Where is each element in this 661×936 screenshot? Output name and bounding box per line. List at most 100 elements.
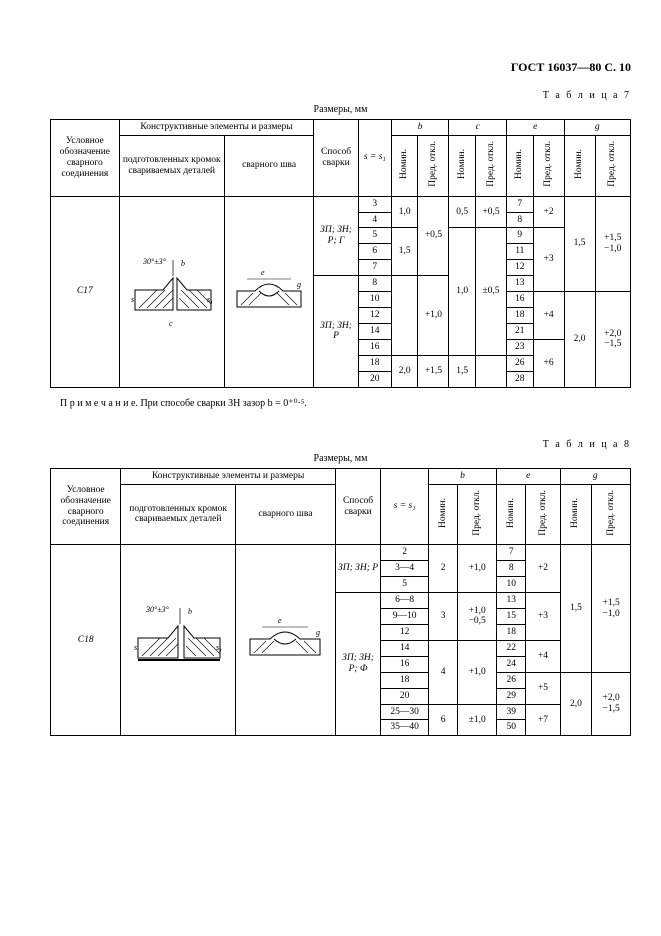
t8-s-2: 5 (381, 577, 429, 593)
t8-diagram-edges: 30°±3° b s s₁ (121, 545, 236, 736)
t8-code: С18 (51, 545, 121, 736)
t8-bp-1: +1,0 (458, 545, 497, 593)
t8-th-el: Конструктивные элементы и размеры (121, 468, 336, 484)
th-e: e (506, 120, 564, 136)
svg-text:b: b (181, 259, 185, 268)
t8-en-2: 10 (496, 577, 526, 593)
t8-en-11: 50 (496, 720, 526, 736)
table8: Условное обозначение сварного соединения… (50, 468, 631, 737)
t8-ep-8: +5 (526, 672, 560, 704)
t7-gn-8: 2,0 (564, 292, 595, 388)
t7-s-11: 20 (358, 371, 391, 387)
t7-en-5: 13 (506, 276, 533, 292)
th-b-pred: Пред. откл. (418, 135, 449, 196)
th-c-pred: Пред. откл. (476, 135, 507, 196)
th-e-nom: Номин. (506, 135, 533, 196)
t8-m1: ЗП; ЗН; Р (335, 545, 380, 593)
t7-en-6: 16 (506, 292, 533, 308)
t7-s-7: 12 (358, 308, 391, 324)
t7-bp-5: +1,0 (418, 276, 449, 356)
t8-en-10: 39 (496, 704, 526, 720)
t8-bp-6: +1,0 (458, 640, 497, 704)
th-edges: подготовленных кромок свариваемых детале… (119, 135, 224, 196)
t8-bn-10: 6 (428, 704, 458, 736)
t8-ep-1: +2 (526, 545, 560, 593)
t8-ep-10: +7 (526, 704, 560, 736)
svg-text:s₁: s₁ (207, 295, 213, 304)
t8-gp-2: +1,5 −1,0 (592, 545, 631, 672)
t8-th-gp: Пред. откл. (592, 484, 631, 545)
svg-text:g: g (316, 628, 320, 637)
table8-caption: Размеры, мм (50, 453, 631, 464)
th-s: s = s₁ (358, 120, 391, 197)
t8-en-4: 15 (496, 609, 526, 625)
t7-en-8: 21 (506, 324, 533, 340)
t8-s-9: 20 (381, 688, 429, 704)
svg-text:g: g (297, 280, 301, 289)
t8-th-s: s = s₁ (381, 468, 429, 545)
t8-th-bn: Номин. (428, 484, 458, 545)
svg-text:30°±3°: 30°±3° (142, 257, 167, 266)
t7-ep-4: +3 (533, 228, 564, 292)
th-g-pred: Пред. откл. (595, 135, 630, 196)
t7-en-3: 11 (506, 244, 533, 260)
t8-th-en: Номин. (496, 484, 526, 545)
t7-bn-8: 2,0 (391, 355, 418, 387)
th-b-nom: Номин. (391, 135, 418, 196)
t8-gn-9: 2,0 (560, 672, 592, 736)
t8-th-edges: подготовленных кромок свариваемых детале… (121, 484, 236, 545)
th-method: Способ сварки (314, 120, 358, 197)
svg-text:s₁: s₁ (216, 643, 222, 652)
t8-en-3: 13 (496, 593, 526, 609)
svg-text:e: e (261, 268, 265, 277)
t7-ep-10: +6 (533, 339, 564, 387)
t8-th-meth: Способ сварки (335, 468, 380, 545)
t8-s-6: 14 (381, 640, 429, 656)
svg-text:s: s (131, 295, 134, 304)
t7-cp-0: +0,5 (476, 196, 507, 228)
t7-s-5: 8 (358, 276, 391, 292)
t8-th-gn: Номин. (560, 484, 592, 545)
table7: Условное обозначение сварного соединения… (50, 119, 631, 388)
t8-s-11: 35—40 (381, 720, 429, 736)
page-header: ГОСТ 16037—80 С. 10 (50, 60, 631, 75)
th-e-pred: Пред. откл. (533, 135, 564, 196)
t8-th-g: g (560, 468, 630, 484)
t7-ep-0: +2 (533, 196, 564, 228)
t7-bn-0: 1,0 (391, 196, 418, 228)
t8-en-0: 7 (496, 545, 526, 561)
t8-s-3: 6—8 (381, 593, 429, 609)
note: П р и м е ч а н и е. При способе сварки … (60, 398, 631, 409)
t7-m2: ЗП; ЗН; Р (314, 276, 358, 387)
t8-bp-3: +1,0 −0,5 (458, 593, 497, 641)
t7-en-0: 7 (506, 196, 533, 212)
t8-en-1: 8 (496, 561, 526, 577)
t7-s-0: 3 (358, 196, 391, 212)
t7-en-1: 8 (506, 212, 533, 228)
t7-en-11: 28 (506, 371, 533, 387)
t7-m1: ЗП; ЗН; Р; Г (314, 196, 358, 276)
t8-bn-4: 3 (428, 593, 458, 641)
t8-s-5: 12 (381, 624, 429, 640)
t7-s-9: 16 (358, 339, 391, 355)
svg-text:c: c (169, 319, 173, 328)
svg-text:30°±3°: 30°±3° (145, 605, 170, 614)
svg-text:e: e (278, 616, 282, 625)
t8-bn-7: 4 (428, 640, 458, 704)
t8-bn-1: 2 (428, 545, 458, 593)
t7-en-10: 26 (506, 355, 533, 371)
t8-m2: ЗП; ЗН; Р; Ф (335, 593, 380, 736)
t7-diagram-edges: 30°±3° b s s₁ c (119, 196, 224, 387)
t8-th-des: Условное обозначение сварного соединения (51, 468, 121, 545)
t8-gn-2: 1,5 (560, 545, 592, 672)
table8-label: Т а б л и ц а 8 (50, 439, 631, 450)
th-c: c (449, 120, 507, 136)
table7-label: Т а б л и ц а 7 (50, 90, 631, 101)
th-elements: Конструктивные элементы и размеры (119, 120, 314, 136)
t7-cp-6: ±0,5 (476, 228, 507, 355)
t7-en-4: 12 (506, 260, 533, 276)
t8-s-0: 2 (381, 545, 429, 561)
t8-th-e: e (496, 468, 560, 484)
t7-s-8: 14 (358, 324, 391, 340)
t7-cn-0: 0,5 (449, 196, 476, 228)
